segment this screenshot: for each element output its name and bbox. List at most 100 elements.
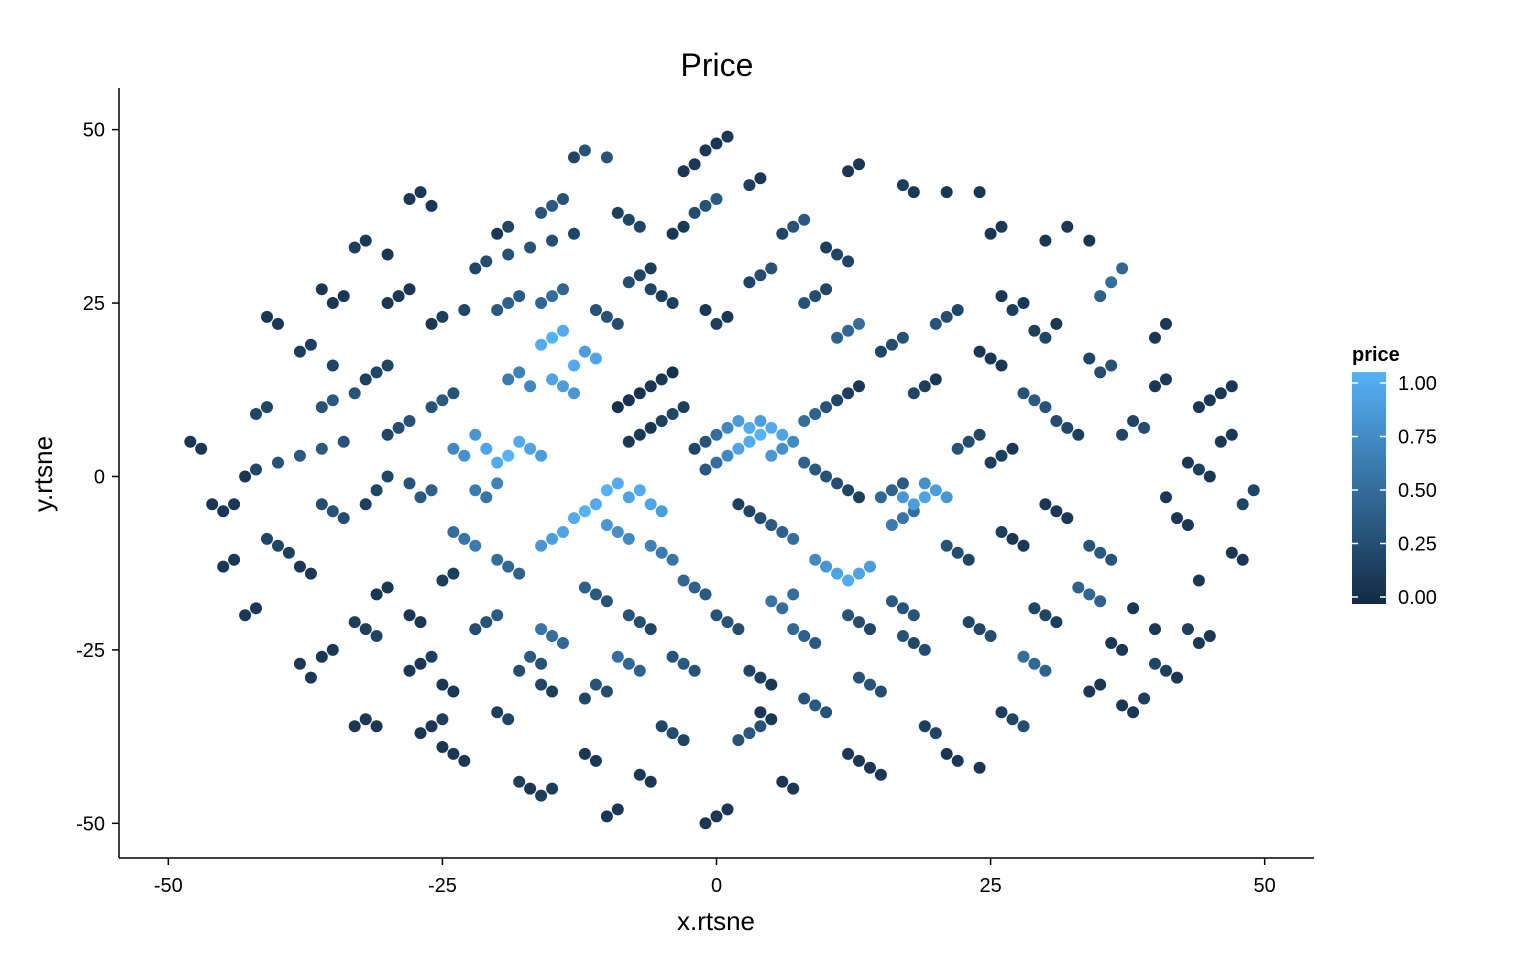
- data-point: [1006, 713, 1019, 726]
- data-point: [611, 206, 624, 219]
- x-tick-label: -50: [154, 875, 183, 897]
- data-point: [535, 297, 548, 309]
- data-point: [1083, 539, 1096, 552]
- data-point: [1105, 553, 1118, 566]
- data-point: [1039, 664, 1052, 677]
- data-point: [885, 595, 898, 608]
- data-point: [1028, 394, 1041, 407]
- data-point: [315, 283, 328, 296]
- data-point: [831, 394, 844, 407]
- data-point: [798, 415, 811, 427]
- data-point: [633, 664, 646, 677]
- data-point: [710, 317, 723, 330]
- data-point: [370, 630, 383, 642]
- data-point: [184, 435, 197, 448]
- data-point: [732, 415, 745, 427]
- data-point: [776, 602, 789, 615]
- data-point: [677, 574, 690, 587]
- data-point: [447, 747, 460, 760]
- data-point: [688, 664, 701, 677]
- data-point: [502, 373, 515, 386]
- data-point: [1050, 317, 1063, 330]
- data-point: [557, 193, 569, 205]
- data-point: [754, 720, 767, 733]
- data-point: [524, 650, 537, 663]
- data-point: [578, 747, 591, 760]
- data-point: [568, 387, 580, 400]
- data-point: [524, 241, 537, 254]
- data-point: [293, 560, 306, 573]
- data-point: [710, 428, 723, 441]
- data-point: [1225, 546, 1238, 559]
- data-point: [403, 415, 416, 427]
- data-point: [929, 727, 942, 740]
- data-point: [1039, 331, 1052, 344]
- data-point: [546, 373, 559, 386]
- data-point: [535, 623, 548, 636]
- y-tick-label: 0: [94, 466, 105, 488]
- data-point: [447, 567, 460, 580]
- data-point: [436, 713, 449, 726]
- data-point: [381, 581, 394, 594]
- data-point: [743, 276, 756, 289]
- data-point: [293, 657, 306, 670]
- data-point: [951, 304, 964, 316]
- data-point: [874, 491, 887, 504]
- data-point: [995, 449, 1008, 462]
- data-point: [480, 491, 493, 504]
- color-legend: price 1.00 0.75 0.50 0.25 0.00: [1352, 344, 1437, 609]
- data-point: [1017, 720, 1030, 733]
- data-point: [853, 317, 865, 330]
- data-point: [688, 442, 701, 455]
- data-point: [940, 186, 953, 199]
- data-point: [611, 477, 624, 490]
- data-point: [896, 491, 909, 504]
- data-point: [787, 588, 800, 601]
- data-point: [480, 255, 493, 268]
- data-point: [600, 595, 613, 608]
- data-point: [962, 553, 975, 566]
- data-point: [381, 428, 394, 441]
- data-point: [557, 526, 569, 538]
- data-point: [896, 630, 909, 642]
- data-point: [1039, 498, 1052, 511]
- data-point: [677, 401, 690, 414]
- data-point: [688, 581, 701, 594]
- data-point: [1017, 650, 1030, 663]
- data-point: [513, 775, 526, 788]
- data-point: [1017, 387, 1030, 400]
- data-point: [820, 241, 833, 254]
- data-point: [1192, 463, 1205, 476]
- data-point: [885, 484, 898, 497]
- data-point: [535, 539, 548, 552]
- data-point: [710, 137, 723, 150]
- data-point: [502, 713, 515, 726]
- data-point: [359, 623, 372, 636]
- data-point: [842, 324, 855, 337]
- data-point: [491, 227, 504, 240]
- data-point: [776, 526, 789, 538]
- data-point: [370, 720, 383, 733]
- data-point: [633, 484, 646, 497]
- data-point: [677, 657, 690, 670]
- data-point: [480, 616, 493, 629]
- data-point: [250, 463, 262, 476]
- data-point: [633, 387, 646, 400]
- data-point: [1138, 692, 1151, 705]
- data-point: [315, 442, 328, 455]
- data-point: [842, 387, 855, 400]
- data-point: [1203, 394, 1216, 407]
- data-point: [765, 713, 778, 726]
- legend-title: price: [1352, 344, 1400, 366]
- legend-tick-label: 0.75: [1398, 427, 1437, 449]
- data-point: [217, 560, 230, 573]
- data-point: [600, 151, 613, 164]
- data-point: [1083, 352, 1096, 365]
- data-point: [1192, 401, 1205, 414]
- data-point: [458, 449, 471, 462]
- data-point: [381, 359, 394, 372]
- data-point: [765, 595, 778, 608]
- data-point: [820, 470, 833, 483]
- data-point: [874, 345, 887, 358]
- data-point: [896, 331, 909, 344]
